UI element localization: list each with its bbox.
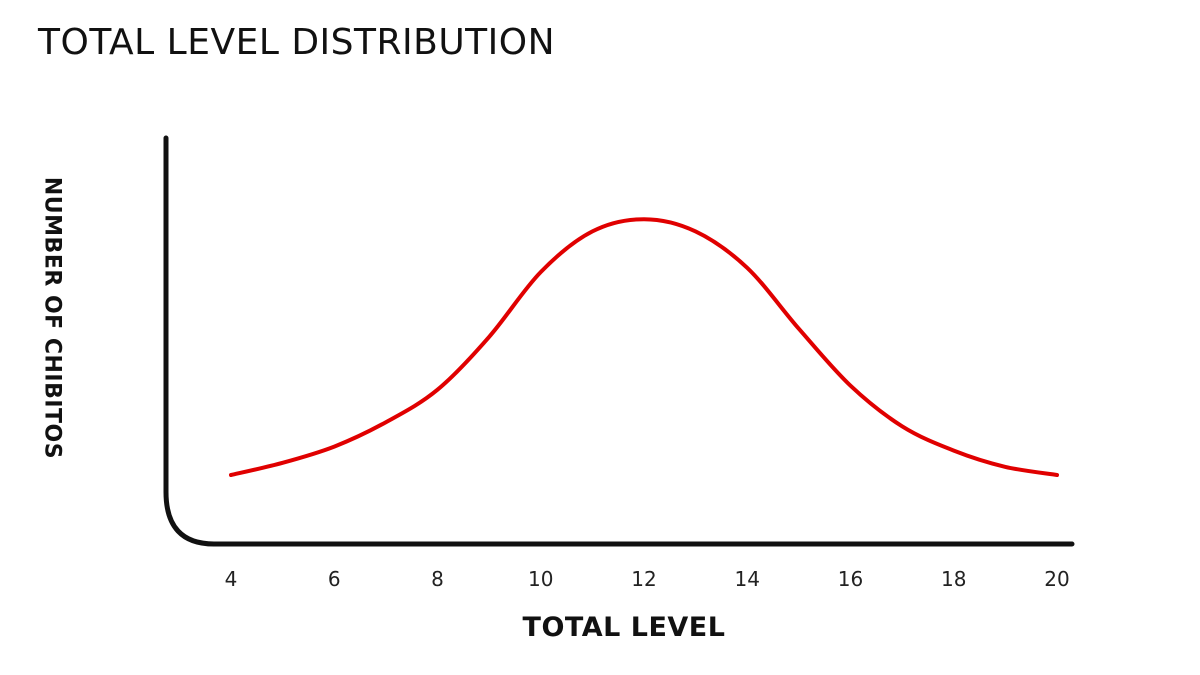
x-tick-label: 18 [941,567,966,591]
series-line [229,217,1059,477]
x-tick-label: 12 [631,567,656,591]
x-tick-label: 20 [1044,567,1069,591]
x-tick-label: 14 [735,567,760,591]
x-tick-label: 16 [838,567,863,591]
axes-line [163,135,1075,547]
x-axis-label: TOTAL LEVEL [522,612,726,643]
x-tick-label: 8 [431,567,444,591]
x-tick-labels: 4 6 8 10 12 14 16 18 20 [225,567,1070,591]
x-tick-label: 4 [225,567,238,591]
chart-title: TOTAL LEVEL DISTRIBUTION [38,22,556,63]
x-tick-label: 10 [528,567,553,591]
x-tick-label: 6 [328,567,341,591]
series-group [229,217,1059,477]
